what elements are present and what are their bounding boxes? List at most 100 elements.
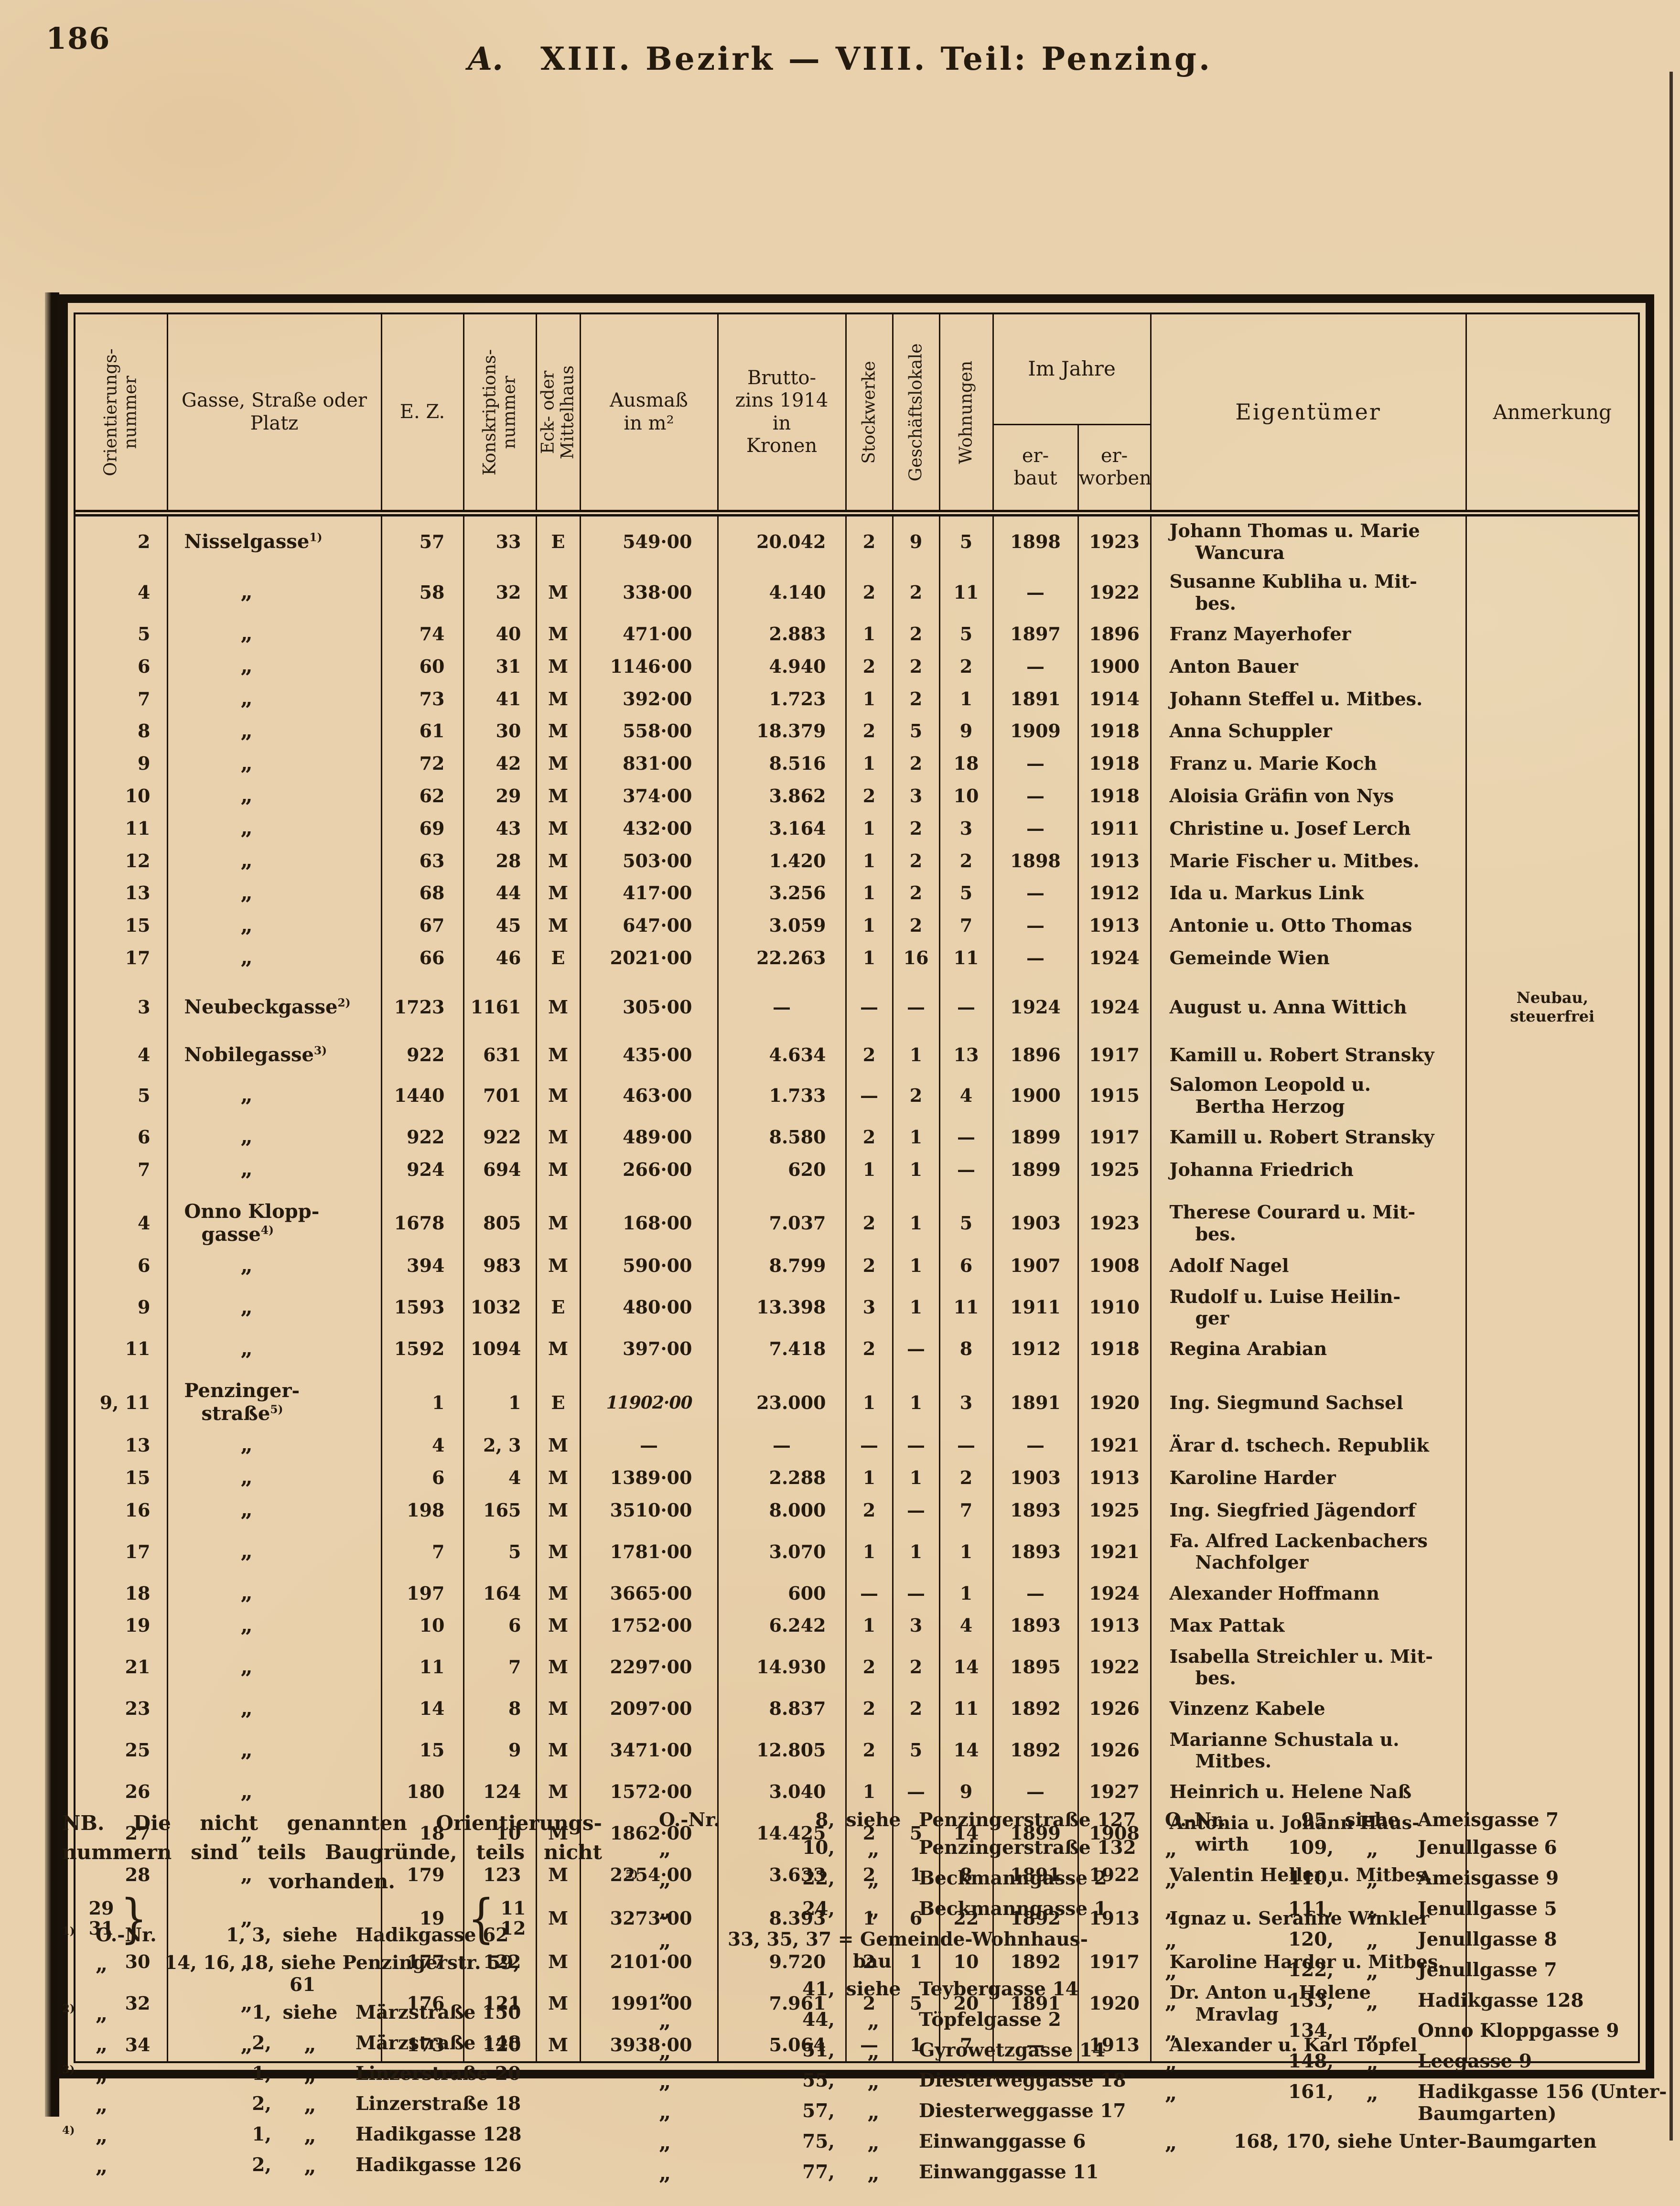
- footnote-marker: 4): [62, 2124, 75, 2137]
- cell-orientierungsnummer: 2: [138, 530, 151, 552]
- cell-eigentuemer: Johanna Friedrich: [1150, 1153, 1466, 1186]
- col-header-im-jahre: Im Jahre: [992, 314, 1151, 425]
- cell-gasse: „: [166, 682, 381, 715]
- cell-konskriptionsnummer: 122: [463, 1946, 536, 1979]
- footnote-target: Einwanggasse 6: [919, 2131, 1086, 2153]
- cell-konskriptionsnummer: 29: [463, 780, 536, 813]
- cell-bruttozins: 22.263: [717, 942, 846, 975]
- footnote-siehe: siehe: [846, 1978, 901, 2000]
- cell-anmerkung: [1465, 1859, 1638, 1892]
- cell-erworben: 1921: [1077, 1429, 1151, 1462]
- footnote-siehe: „: [1366, 2081, 1378, 2106]
- table-outer-frame: Orientierungs- nummer Gasse, Straße oder…: [57, 294, 1654, 2079]
- footnote-label: O.-Nr.: [1165, 1809, 1226, 1831]
- cell-geschaeftslokale: —: [892, 1776, 939, 1808]
- footnote-list-right: O.-Nr. 95, siehe Ameisgasse 7 „ 109, „ Jenullga…: [1161, 1809, 1667, 2155]
- cell-ez: 73: [380, 682, 463, 715]
- cell-erbaut: 1892: [992, 1891, 1078, 1946]
- cell-orientierungsnummer: 16: [125, 1499, 151, 1521]
- cell-orientierungsnummer: 13: [125, 1434, 151, 1456]
- cell-orientierungsnummer: 3: [138, 996, 151, 1018]
- cell-bruttozins: 3.633: [717, 1859, 846, 1892]
- table-row: 21 „ 11 7 M 2297·00 14.930 2 2 14 1895 1922 Isabella…: [75, 1642, 1638, 1693]
- cell-erworben: 1908: [1077, 1249, 1151, 1282]
- footnote-target: Märzstraße 148: [355, 2032, 521, 2054]
- cell-gasse: Nisselgasse1): [166, 513, 381, 568]
- cell-orientierungsnummer: 6: [138, 655, 151, 677]
- cell-erbaut: 1892: [992, 1692, 1078, 1725]
- cell-erbaut: 1898: [992, 844, 1078, 877]
- table-row: 9 „ 1593 1032 E 480·00 13.398 3 1 11 1911 1910 Rudol…: [75, 1282, 1638, 1333]
- cell-stockwerke: 1: [845, 1462, 893, 1495]
- cell-bruttozins: 20.042: [717, 513, 846, 568]
- footnote-siehe: „: [867, 1897, 880, 1922]
- cell-ez: 57: [380, 513, 463, 568]
- cell-eigentuemer: Anton Bauer: [1150, 650, 1466, 683]
- footnote-target: Jenullgasse 6: [1418, 1837, 1557, 1859]
- footnote-ref: 4): [260, 1224, 274, 1237]
- cell-geschaeftslokale: 2: [892, 618, 939, 651]
- footnote-numbers: 95,: [1301, 1809, 1334, 1831]
- cell-stockwerke: 2: [845, 567, 893, 618]
- cell-anmerkung: [1465, 1429, 1638, 1462]
- cell-anmerkung: [1465, 942, 1638, 975]
- cell-konskriptionsnummer: 1161: [463, 974, 536, 1029]
- cell-erbaut: 1912: [992, 1333, 1078, 1366]
- table-row: 11 „ 1592 1094 M 397·00 7.418 2—8 1912 1918 Regina…: [75, 1333, 1638, 1366]
- cell-anmerkung: [1465, 1070, 1638, 1121]
- cell-erbaut: 1907: [992, 1249, 1078, 1282]
- cell-eigentuemer: Kamill u. Robert Stransky: [1150, 1029, 1466, 1070]
- cell-wohnungen: —: [938, 1429, 993, 1462]
- cell-geschaeftslokale: 2: [892, 844, 939, 877]
- footnote-marker: 5): [625, 1868, 638, 1881]
- cell-eck-mittelhaus: M: [535, 1429, 580, 1462]
- footnote-label: „: [96, 2093, 108, 2118]
- cell-eck-mittelhaus: E: [535, 513, 580, 568]
- cell-stockwerke: 2: [845, 715, 893, 748]
- cell-wohnungen: 5: [938, 618, 993, 651]
- cell-wohnungen: 7: [938, 2029, 993, 2062]
- cell-orientierungsnummer: 29 31}: [88, 1887, 147, 1949]
- cell-ausmass: 3665·00: [579, 1577, 718, 1610]
- table-row: 25 „ 15 9 M 3471·00 12.805 2 5 14 1892 1926 Marianne…: [75, 1725, 1638, 1776]
- footnote-numbers: 120,: [1288, 1928, 1334, 1950]
- footnote-line: „ 2, „ Linzerstraße 18: [62, 2093, 619, 2118]
- col-header-stockwerke: Stockwerke: [845, 314, 893, 517]
- cell-stockwerke: 2: [845, 1333, 893, 1366]
- cell-wohnungen: 7: [938, 909, 993, 942]
- cell-geschaeftslokale: —: [892, 1577, 939, 1610]
- cell-stockwerke: 1: [845, 1891, 893, 1946]
- cell-eck-mittelhaus: M: [535, 618, 580, 651]
- footnote-siehe: „: [304, 2154, 316, 2179]
- cell-geschaeftslokale: 1: [892, 1249, 939, 1282]
- cell-ez: 179: [380, 1859, 463, 1892]
- cell-bruttozins: 8.799: [717, 1249, 846, 1282]
- cell-konskriptionsnummer: 42: [463, 747, 536, 780]
- cell-wohnungen: 3: [938, 1365, 993, 1430]
- cell-ausmass: 1991·00: [579, 1978, 718, 2029]
- repeat-mark: „: [240, 1696, 253, 1721]
- cell-erworben: 1922: [1077, 1642, 1151, 1693]
- cell-wohnungen: 10: [938, 1946, 993, 1979]
- cell-ez: 177: [380, 1946, 463, 1979]
- footnote-line: „ 77, „ Einwanggasse 11: [625, 2161, 1161, 2186]
- cell-erbaut: 1924: [992, 974, 1078, 1029]
- cell-orientierungsnummer: 7: [138, 688, 151, 710]
- cell-wohnungen: 11: [938, 942, 993, 975]
- cell-orientierungsnummer: 8: [138, 720, 151, 742]
- cell-erbaut: 1903: [992, 1185, 1078, 1250]
- cell-eigentuemer: Fa. Alfred Lackenbachers Nachfolger: [1150, 1526, 1466, 1578]
- cell-geschaeftslokale: 2: [892, 1692, 939, 1725]
- footnote-target: Hadikgasse 62: [355, 1924, 509, 1946]
- cell-ez: 197: [380, 1577, 463, 1610]
- cell-geschaeftslokale: 9: [892, 513, 939, 568]
- cell-eigentuemer: Marie Fischer u. Mitbes.: [1150, 844, 1466, 877]
- cell-ez: 1592: [380, 1333, 463, 1366]
- page-edge-line-right: [1669, 72, 1673, 2141]
- cell-konskriptionsnummer: 165: [463, 1494, 536, 1527]
- footnote-target: Töpfelgasse 2: [919, 2008, 1061, 2031]
- cell-gasse: „: [166, 1462, 381, 1495]
- footnote-text: 14, 16, 18, siehe Penzingerstr. 59, 61: [164, 1951, 520, 1996]
- footnote-target: Hadikgasse 128: [355, 2123, 522, 2146]
- cell-geschaeftslokale: —: [892, 1333, 939, 1366]
